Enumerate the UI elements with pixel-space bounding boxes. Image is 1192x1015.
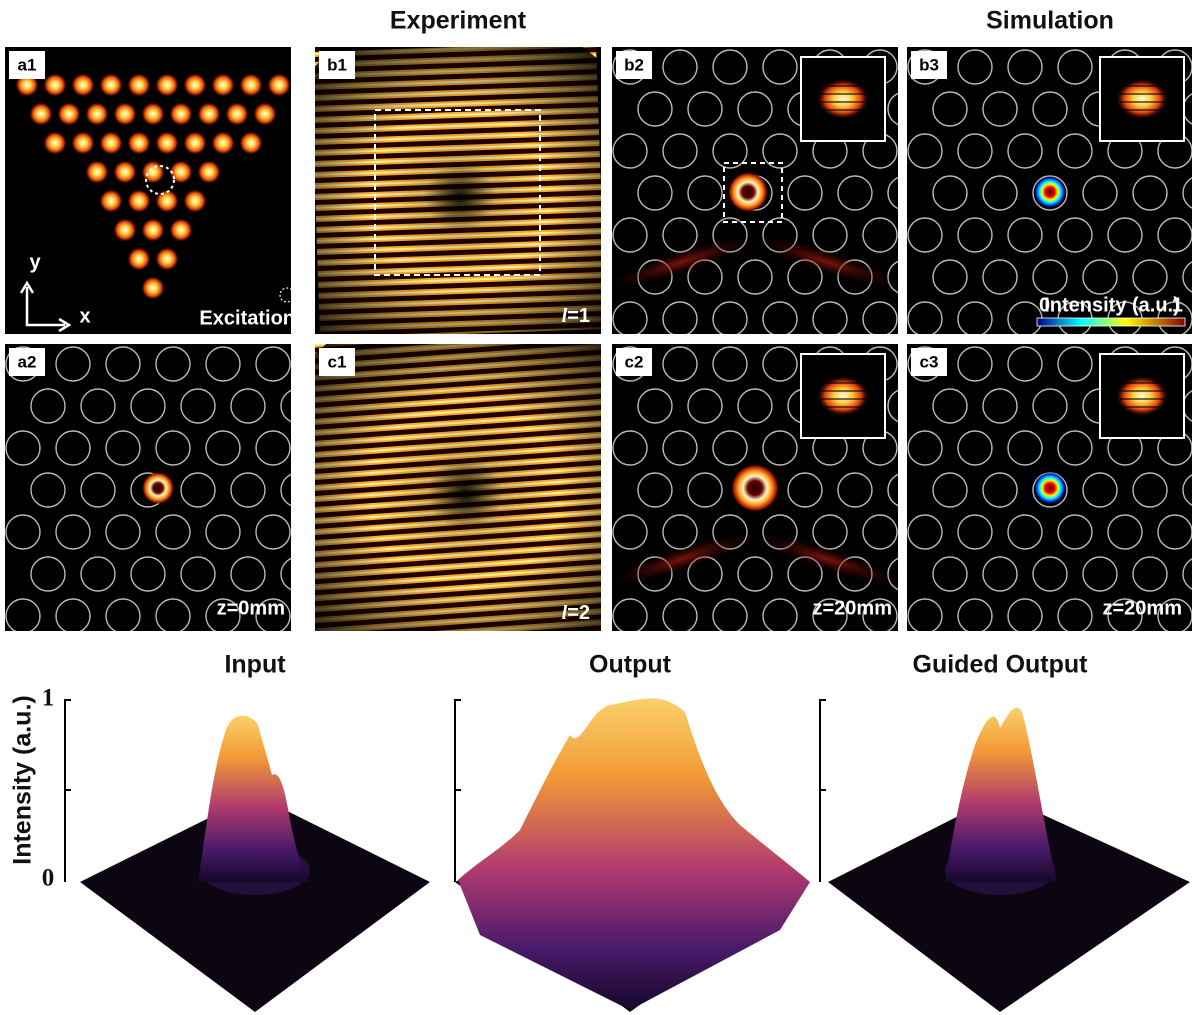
header-experiment: Experiment: [390, 7, 527, 35]
mode-value: =2: [567, 602, 590, 624]
panel-label: c2: [625, 352, 644, 371]
annotation: y: [29, 251, 41, 273]
annotation: z=0mm: [217, 597, 285, 619]
y-tick-label: 0: [42, 865, 55, 892]
profile-title: Input: [224, 651, 286, 679]
panel-label: a1: [18, 55, 37, 74]
mode-label: l=1: [562, 305, 590, 328]
figure: Experiment Simulation y x Excitation a1 l=1 b…: [0, 0, 1192, 1015]
profile-title: Output: [589, 651, 672, 679]
panel-label: a2: [18, 352, 37, 371]
panel-label: b1: [327, 55, 347, 74]
colorbar: [1037, 318, 1185, 326]
panel: z=0mm a2: [5, 344, 365, 675]
intensity-surface: [198, 716, 310, 882]
intensity-surface: [458, 698, 810, 1010]
panel: z=20mm c3: [907, 344, 1192, 675]
profile-title: Guided Output: [913, 651, 1089, 679]
annotation: z=20mm: [813, 597, 893, 619]
annotation: Excitation: [199, 307, 295, 329]
panel-label: c3: [920, 352, 939, 371]
mode-label: l=2: [562, 602, 590, 625]
panel-label: b3: [919, 55, 939, 74]
y-axis-label: Intensity (a.u.): [9, 695, 37, 864]
mode-value: =1: [567, 305, 590, 327]
colorbar-label: Intensity (a.u.): [1044, 294, 1180, 316]
z-axis: [65, 700, 71, 882]
panel: y x Excitation a1: [5, 47, 295, 334]
panel-label: c1: [328, 352, 347, 371]
z-axis: [820, 700, 826, 882]
panel-label: b2: [624, 55, 644, 74]
panel: l=1 b1: [260, 7, 660, 387]
intensity-surface: [945, 708, 1058, 882]
z-axis: [455, 700, 461, 882]
header-simulation: Simulation: [986, 7, 1114, 35]
y-tick-label: 1: [42, 685, 55, 712]
annotation: x: [79, 305, 90, 327]
colorbar-max: 1: [1172, 294, 1183, 316]
annotation: z=20mm: [1103, 597, 1183, 619]
